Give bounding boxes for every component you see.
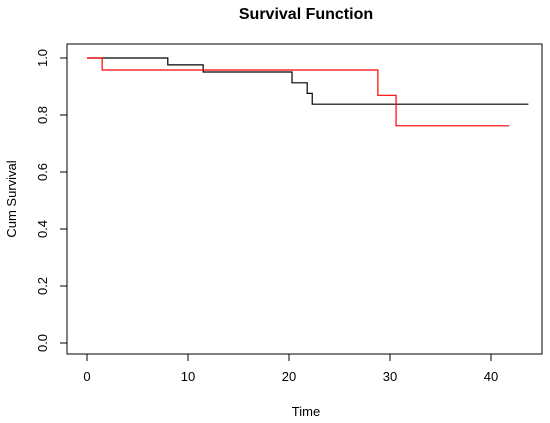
survival-series-line-2	[87, 57, 510, 127]
x-axis-label: Time	[292, 404, 320, 419]
x-tick-label: 10	[181, 369, 195, 384]
x-tick-label: 40	[484, 369, 498, 384]
y-tick-label: 0.8	[35, 106, 50, 124]
x-tick-label: 30	[383, 369, 397, 384]
y-tick-label: 1.0	[35, 49, 50, 67]
series-layer	[87, 57, 529, 127]
y-tick-label: 0.2	[35, 277, 50, 295]
x-axis: 0 10 20 30 40	[83, 353, 498, 384]
y-axis-label: Cum Survival	[4, 160, 19, 237]
x-tick-label: 0	[83, 369, 90, 384]
y-axis: 0.0 0.2 0.4 0.6 0.8 1.0	[35, 49, 68, 352]
x-tick-label: 20	[282, 369, 296, 384]
survival-series-line-1	[87, 57, 529, 105]
y-tick-label: 0.4	[35, 220, 50, 238]
plot-frame	[66, 43, 543, 355]
y-tick-label: 0.0	[35, 334, 50, 352]
chart-title: Survival Function	[239, 6, 373, 23]
y-tick-label: 0.6	[35, 163, 50, 181]
